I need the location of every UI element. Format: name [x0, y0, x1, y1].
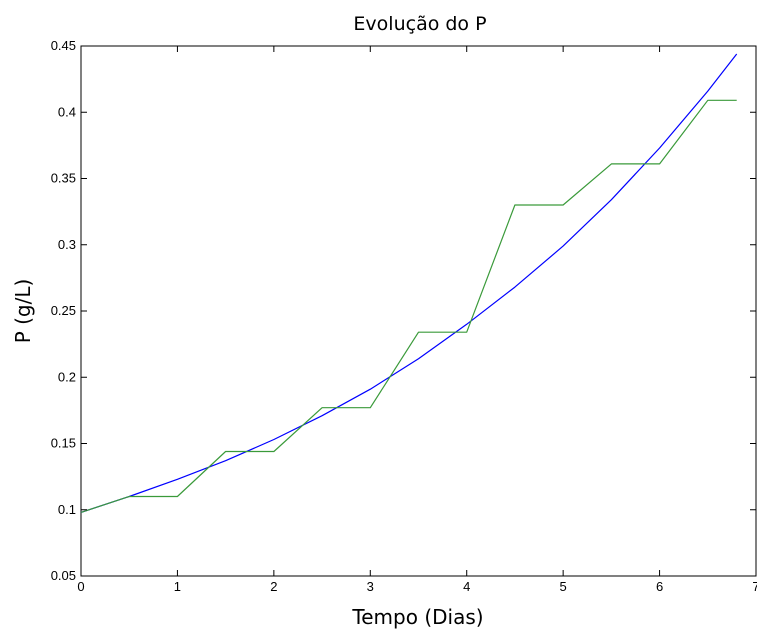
x-tick-label: 0	[77, 579, 84, 594]
y-tick-label: 0.4	[58, 104, 76, 119]
y-tick-label: 0.3	[58, 237, 76, 252]
x-tick-label: 5	[560, 579, 567, 594]
plot-area	[80, 45, 757, 577]
y-axis-ticks: 0.05 0.1 0.15 0.2 0.25 0.3 0.35 0.4 0.45	[51, 38, 756, 583]
x-axis-ticks: 0 1 2 3 4 5 6 7	[77, 46, 757, 594]
x-tick-label: 2	[270, 579, 277, 594]
x-tick-label: 3	[367, 579, 374, 594]
x-tick-label: 1	[174, 579, 181, 594]
y-tick-label: 0.2	[58, 369, 76, 384]
y-tick-label: 0.45	[51, 38, 76, 53]
y-tick-label: 0.35	[51, 171, 76, 186]
y-axis-label: P (g/L)	[11, 279, 35, 344]
y-tick-label: 0.05	[51, 568, 76, 583]
y-tick-label: 0.25	[51, 303, 76, 318]
chart-title: Evolução do P	[353, 13, 486, 35]
x-tick-label: 4	[463, 579, 470, 594]
x-tick-label: 6	[656, 579, 663, 594]
y-tick-label: 0.15	[51, 436, 76, 451]
x-tick-label: 7	[752, 579, 757, 594]
series-line-1	[80, 53, 738, 513]
series-layer	[80, 53, 738, 513]
x-axis-label: Tempo (Dias)	[351, 605, 483, 629]
series-line-2	[80, 99, 737, 513]
y-tick-label: 0.1	[58, 502, 76, 517]
